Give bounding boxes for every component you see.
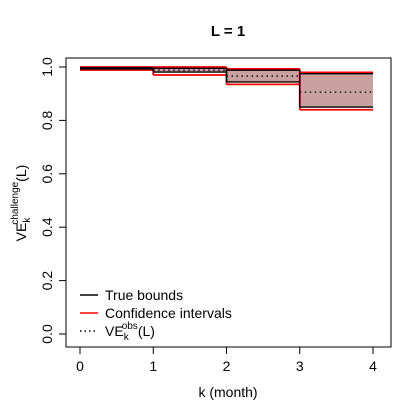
x-tick-label-4: 4	[369, 358, 377, 374]
legend: True bounds Confidence intervals VEkobs(…	[80, 287, 232, 343]
x-axis: 0 1 2 3 4	[76, 346, 377, 374]
y-axis-label-base: VE	[13, 223, 29, 242]
y-tick-label-4: 0.8	[39, 110, 55, 130]
true-bounds-band-1	[153, 68, 227, 73]
y-tick-label-0: 0.0	[39, 324, 55, 344]
true-bounds-band-3	[299, 73, 373, 108]
legend-label-obs-base: VE	[105, 323, 124, 339]
y-tick-label-2: 0.4	[39, 217, 55, 237]
true-bounds-band-2	[226, 70, 300, 82]
plot-bands	[80, 67, 373, 108]
x-tick-label-2: 2	[223, 358, 231, 374]
y-tick-label-3: 0.6	[39, 164, 55, 184]
y-axis-label-sub: k	[22, 217, 33, 223]
legend-label-true: True bounds	[105, 287, 183, 303]
y-axis-label: VEkchallenge(L)	[10, 165, 33, 242]
y-tick-label-1: 0.2	[39, 271, 55, 291]
y-axis: 0.0 0.2 0.4 0.6 0.8 1.0	[39, 57, 67, 344]
y-axis-label-suffix: (L)	[13, 165, 29, 182]
legend-label-obs: VEkobs(L)	[105, 321, 155, 343]
y-axis-label-sup: challenge	[10, 181, 21, 224]
legend-label-obs-suffix: (L)	[138, 323, 155, 339]
legend-label-ci: Confidence intervals	[105, 305, 232, 321]
legend-label-obs-sub: k	[124, 332, 130, 343]
plot-lines	[80, 66, 373, 111]
x-tick-label-0: 0	[76, 358, 84, 374]
chart-title: L = 1	[211, 23, 245, 40]
x-tick-label-1: 1	[149, 358, 157, 374]
x-axis-label: k (month)	[198, 384, 257, 400]
x-tick-label-3: 3	[296, 358, 304, 374]
legend-label-obs-sup: obs	[122, 321, 138, 332]
y-tick-label-5: 1.0	[39, 57, 55, 77]
